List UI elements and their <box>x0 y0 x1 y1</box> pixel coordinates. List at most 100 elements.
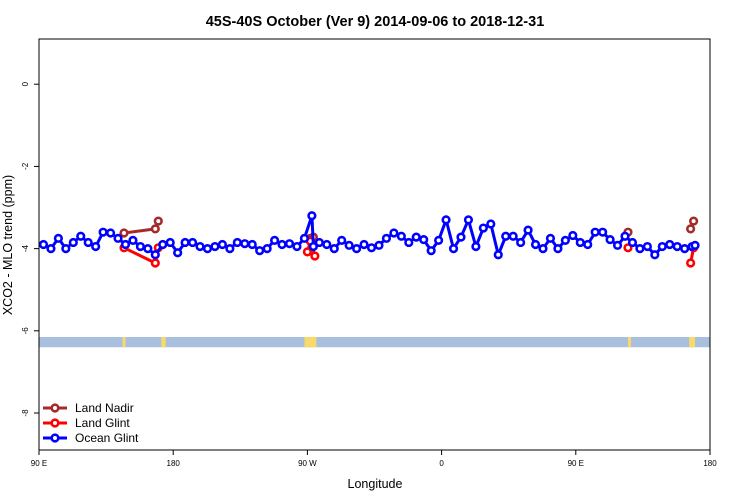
ocean-glint-point <box>344 240 354 250</box>
land-glint-point <box>302 247 313 257</box>
ocean-glint-point <box>292 241 302 252</box>
land-glint-point <box>623 243 633 253</box>
ocean-glint-point <box>76 231 86 241</box>
ocean-glint-point <box>590 227 600 237</box>
legend-marker-land-nadir <box>50 403 60 413</box>
ocean-glint-point <box>538 244 548 254</box>
ocean-glint-point <box>105 228 116 238</box>
ocean-glint-point <box>195 241 205 252</box>
ocean-glint-point <box>486 219 496 229</box>
ocean-glint-point <box>299 233 310 243</box>
ocean-glint-point <box>269 235 280 245</box>
land-nadir-point <box>686 224 696 234</box>
ocean-glint-point <box>411 232 421 242</box>
ocean-glint-point <box>478 223 488 233</box>
ocean-glint-point <box>91 241 101 252</box>
y-tick-label: -4 <box>21 245 30 253</box>
ocean-glint-point <box>657 241 667 252</box>
ocean-glint-point <box>352 244 362 254</box>
ocean-glint-point <box>38 239 49 250</box>
ocean-glint-point <box>381 233 392 243</box>
ocean-glint-point <box>61 244 71 254</box>
ocean-glint-point <box>202 244 213 254</box>
land-span-2 <box>304 336 317 348</box>
ocean-glint-point <box>329 244 339 254</box>
ocean-glint-point <box>471 241 481 252</box>
ocean-glint-point <box>98 227 108 237</box>
ocean-glint-point <box>255 246 265 256</box>
ocean-glint-point <box>523 225 533 235</box>
ocean-glint-point <box>187 237 198 248</box>
x-tick-label: 0 <box>439 459 444 468</box>
ocean-glint-point <box>173 248 183 258</box>
plot-frame <box>38 38 711 451</box>
x-tick-label: 90 E <box>568 459 584 468</box>
legend-marker-ocean-glint <box>50 433 60 443</box>
ocean-glint-point <box>83 237 93 248</box>
y-tick-label: -2 <box>21 162 30 170</box>
y-axis: 0 -2 -4 -6 -8 <box>21 81 39 417</box>
x-tick-label: 180 <box>167 459 181 468</box>
ocean-glint-point <box>665 239 675 250</box>
series-layer <box>38 211 700 268</box>
ocean-glint-point <box>113 233 123 243</box>
ocean-glint-point <box>441 215 451 225</box>
ocean-glint-point <box>583 239 593 250</box>
land-nadir-point <box>119 228 129 238</box>
x-axis-label: Longitude <box>348 477 403 491</box>
ocean-glint-point <box>508 231 518 241</box>
y-tick-label: 0 <box>21 81 30 86</box>
land-span-4 <box>689 336 696 348</box>
legend-label-land-glint: Land Glint <box>75 416 130 430</box>
x-tick-label: 180 <box>703 459 717 468</box>
ocean-glint-point <box>650 250 660 260</box>
ocean-glint-point <box>158 239 168 250</box>
ocean-glint-point <box>396 231 406 241</box>
ocean-glint-point <box>314 237 324 248</box>
ocean-glint-point <box>366 243 377 253</box>
land-nadir-point <box>153 216 163 226</box>
ocean-glint-point <box>598 227 608 237</box>
ocean-glint-point <box>359 239 369 250</box>
ocean-glint-point <box>225 244 235 254</box>
ocean-glint-point <box>389 228 399 238</box>
legend-marker-land-glint <box>50 418 60 428</box>
ocean-glint-point <box>247 239 257 250</box>
ocean-glint-point <box>53 233 63 243</box>
ocean-glint-point <box>620 231 630 241</box>
y-tick-label: -8 <box>21 409 30 417</box>
ocean-glint-point <box>128 235 138 245</box>
ocean-glint-point <box>553 244 563 254</box>
land-glint-point <box>150 258 160 268</box>
ocean-glint-point <box>322 239 332 250</box>
ocean-glint-point <box>165 237 175 248</box>
ocean-band <box>39 336 710 348</box>
ocean-glint-point <box>284 239 295 249</box>
ocean-glint-point <box>560 235 570 245</box>
y-tick-label: -6 <box>21 327 30 335</box>
ocean-glint-point <box>501 231 511 241</box>
ocean-glint-point <box>419 234 429 245</box>
land-nadir-point <box>688 216 699 226</box>
ocean-glint-point <box>463 215 474 225</box>
ocean-glint-point <box>68 237 78 248</box>
chart-title: 45S-40S October (Ver 9) 2014-09-06 to 20… <box>206 14 545 30</box>
ocean-glint-point <box>612 240 623 250</box>
land-glint-point <box>686 258 696 268</box>
ocean-glint-point <box>46 244 56 254</box>
ocean-glint-point <box>240 239 250 249</box>
ocean-glint-point <box>627 237 638 248</box>
ocean-glint-point <box>448 244 459 254</box>
ocean-glint-point <box>308 241 318 252</box>
ocean-glint-point <box>135 241 145 252</box>
ocean-glint-point <box>217 239 228 250</box>
ocean-glint-point <box>516 237 526 248</box>
ocean-glint-point <box>143 244 153 254</box>
land-nadir-point <box>150 224 160 234</box>
ocean-glint-point <box>337 235 347 245</box>
ocean-glint-point <box>232 237 242 248</box>
land-span-3 <box>627 336 631 348</box>
ocean-glint-point <box>374 240 384 250</box>
ocean-glint-point <box>262 244 272 254</box>
